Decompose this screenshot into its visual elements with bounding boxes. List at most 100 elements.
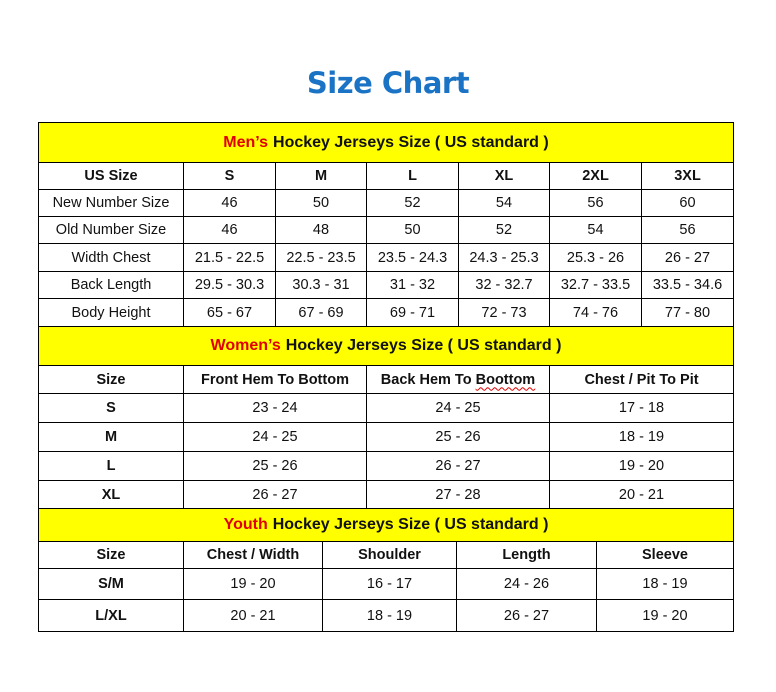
cell-text: Body Height xyxy=(71,304,151,321)
cell-text: 65 - 67 xyxy=(206,304,253,321)
table-cell: 30.3 - 31 xyxy=(276,272,367,298)
cell-text: 2XL xyxy=(582,168,609,184)
table-row: S 23 - 24 24 - 25 17 - 18 xyxy=(39,394,733,423)
column-header: XL xyxy=(459,163,550,189)
table-cell: 46 xyxy=(184,190,276,216)
heading-highlight: Women’s xyxy=(210,337,281,354)
table-cell: 46 xyxy=(184,217,276,243)
header-row: Size Chest / Width Shoulder Length Sleeve xyxy=(39,542,733,569)
table-cell: 18 - 19 xyxy=(597,569,733,599)
row-label: S/M xyxy=(39,569,184,599)
column-header: Size xyxy=(39,542,184,568)
cell-text: Chest / Width xyxy=(206,547,300,563)
cell-text: 24 - 26 xyxy=(503,576,550,592)
table-cell: 50 xyxy=(276,190,367,216)
cell-text: US Size xyxy=(84,168,138,184)
cell-text: 21.5 - 22.5 xyxy=(194,249,265,266)
table-cell: 50 xyxy=(367,217,459,243)
cell-text: 54 xyxy=(587,222,604,238)
cell-text: 56 xyxy=(587,195,604,211)
table-cell: 20 - 21 xyxy=(184,600,323,631)
cell-text: 26 - 27 xyxy=(435,458,481,474)
cell-text: 56 xyxy=(679,222,696,238)
table-cell: 26 - 27 xyxy=(457,600,597,631)
table-cell: 24 - 25 xyxy=(184,423,367,451)
table-cell: 16 - 17 xyxy=(323,569,457,599)
cell-text: 23 - 24 xyxy=(252,400,298,416)
column-header: US Size xyxy=(39,163,184,189)
cell-text: 69 - 71 xyxy=(389,304,436,321)
cell-text: Back Length xyxy=(70,277,152,293)
row-label: Width Chest xyxy=(39,244,184,271)
table-cell: 33.5 - 34.6 xyxy=(642,272,733,298)
cell-text: 50 xyxy=(312,195,330,211)
row-label: L/XL xyxy=(39,600,184,631)
cell-text: 20 - 21 xyxy=(230,607,276,624)
row-label: Old Number Size xyxy=(39,217,184,243)
cell-text: M xyxy=(314,168,328,184)
column-header: M xyxy=(276,163,367,189)
cell-text: 46 xyxy=(221,222,238,238)
table-cell: 24.3 - 25.3 xyxy=(459,244,550,271)
cell-text: 26 - 27 xyxy=(664,249,711,266)
cell-text: S xyxy=(224,168,235,184)
cell-text: 52 xyxy=(404,195,421,211)
cell-text: 23.5 - 24.3 xyxy=(377,249,448,266)
cell-text: 18 - 19 xyxy=(618,429,665,445)
cell-text: Length xyxy=(502,547,551,563)
table-cell: 32.7 - 33.5 xyxy=(550,272,642,298)
cell-text: 77 - 80 xyxy=(664,304,711,321)
youth-section-heading: Youth Hockey Jerseys Size ( US standard ) xyxy=(39,509,733,542)
row-label: XL xyxy=(39,481,184,508)
cell-text: L xyxy=(106,458,116,474)
column-header: Back Hem To Boottom xyxy=(367,366,550,393)
table-cell: 27 - 28 xyxy=(367,481,550,508)
column-header: 3XL xyxy=(642,163,733,189)
heading-highlight: Youth xyxy=(223,516,268,533)
cell-text: Back Hem To Boottom xyxy=(380,371,536,388)
cell-text: 26 - 27 xyxy=(252,486,298,503)
cell-text: 50 xyxy=(404,222,421,238)
column-header: L xyxy=(367,163,459,189)
cell-text: 16 - 17 xyxy=(366,576,413,592)
cell-text: 46 xyxy=(221,195,238,211)
column-header: Size xyxy=(39,366,184,393)
table-cell: 74 - 76 xyxy=(550,299,642,326)
table-cell: 18 - 19 xyxy=(323,600,457,631)
spellcheck-underline: Boottom xyxy=(475,371,536,388)
cell-text: 19 - 20 xyxy=(642,607,688,624)
cell-text: 48 xyxy=(312,222,330,238)
cell-text: 17 - 18 xyxy=(618,400,665,416)
cell-text: 19 - 20 xyxy=(618,458,665,474)
cell-text: 60 xyxy=(679,195,696,211)
header-row: US Size S M L XL 2XL 3XL xyxy=(39,163,733,190)
women-section: Women’s Hockey Jerseys Size ( US standard… xyxy=(39,327,733,509)
column-header: Chest / Width xyxy=(184,542,323,568)
cell-text: 18 - 19 xyxy=(642,576,688,592)
cell-text: 27 - 28 xyxy=(435,486,481,503)
table-cell: 56 xyxy=(642,217,733,243)
cell-text: L xyxy=(408,168,417,184)
cell-text: 32 - 32.7 xyxy=(475,277,533,293)
size-chart-table: Men’s Hockey Jerseys Size ( US standard )… xyxy=(38,122,734,632)
row-label: Back Length xyxy=(39,272,184,298)
cell-text: 24 - 25 xyxy=(252,429,298,445)
row-label: Body Height xyxy=(39,299,184,326)
column-header: Chest / Pit To Pit xyxy=(550,366,733,393)
table-cell: 25.3 - 26 xyxy=(550,244,642,271)
row-label: M xyxy=(39,423,184,451)
page-title: Size Chart xyxy=(306,66,470,100)
cell-text: 72 - 73 xyxy=(481,304,527,321)
cell-text: Width Chest xyxy=(71,249,151,266)
table-cell: 25 - 26 xyxy=(184,452,367,480)
table-row: M 24 - 25 25 - 26 18 - 19 xyxy=(39,423,733,452)
table-row: New Number Size 46 50 52 54 56 60 xyxy=(39,190,733,217)
heading-text: Hockey Jerseys Size ( US standard ) xyxy=(272,516,549,533)
table-cell: 22.5 - 23.5 xyxy=(276,244,367,271)
table-cell: 23 - 24 xyxy=(184,394,367,422)
table-cell: 19 - 20 xyxy=(597,600,733,631)
table-cell: 48 xyxy=(276,217,367,243)
table-cell: 52 xyxy=(459,217,550,243)
cell-text: 67 - 69 xyxy=(298,304,344,321)
table-cell: 29.5 - 30.3 xyxy=(184,272,276,298)
